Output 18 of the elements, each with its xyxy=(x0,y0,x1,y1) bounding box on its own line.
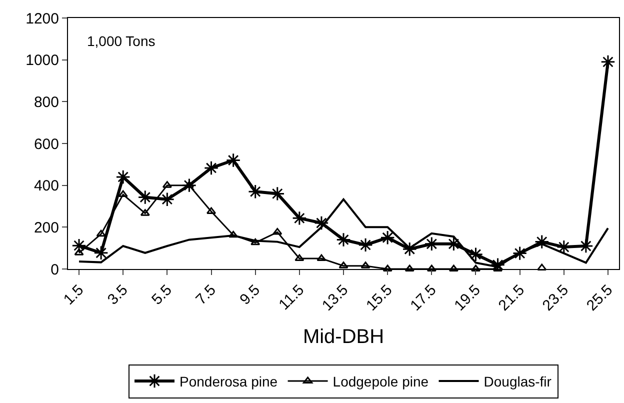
x-axis-title: Mid-DBH xyxy=(302,326,384,348)
y-tick-label: 600 xyxy=(34,136,59,153)
x-tick-label: 7.5 xyxy=(192,282,220,308)
x-tick-label: 3.5 xyxy=(104,282,132,308)
y-tick-label: 400 xyxy=(34,178,59,195)
x-tick-label: 11.5 xyxy=(276,282,308,314)
y-tick-label: 0 xyxy=(50,261,59,278)
annotation: 1,000 Tons xyxy=(87,33,156,49)
legend-label: Douglas-fir xyxy=(484,373,552,390)
legend-label: Lodgepole pine xyxy=(332,373,429,390)
y-tick-label: 200 xyxy=(34,219,59,236)
y-tick-label: 1000 xyxy=(26,52,59,70)
x-tick-label: 1.5 xyxy=(60,282,88,308)
x-tick-label: 5.5 xyxy=(148,282,176,308)
y-tick-label: 1200 xyxy=(26,10,59,28)
x-tick-label: 9.5 xyxy=(236,282,264,308)
legend-label: Ponderosa pine xyxy=(180,373,278,390)
y-tick-label: 800 xyxy=(34,94,59,111)
